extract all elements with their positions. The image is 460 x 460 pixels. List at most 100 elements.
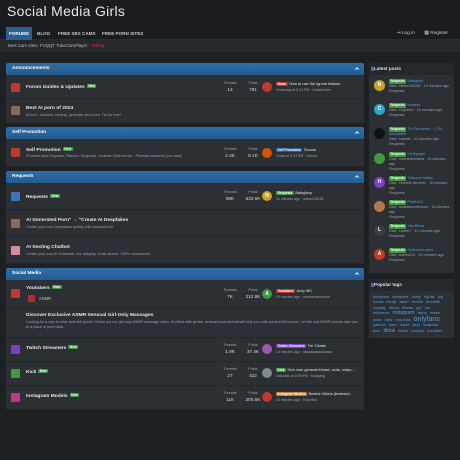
avatar[interactable] [374,128,385,140]
avatar[interactable]: H [374,176,385,188]
avatar[interactable]: L [374,225,385,237]
tag-link[interactable]: brunette [426,300,440,304]
tag-link[interactable]: nude [373,317,382,322]
tag-link[interactable]: youtuber [427,328,443,333]
node-title[interactable]: Youtubers New [26,285,62,291]
avatar[interactable] [262,368,272,378]
node-forum-guides[interactable]: Forum Guides & Updates New Threads 12 Pos… [6,75,364,99]
latest-post-item[interactable]: C Requests Izuliana User: Coyimha · 10 minu… [369,101,454,125]
node-title[interactable]: Twitch Streamers New [26,345,79,351]
avatar[interactable] [374,152,385,164]
tag-link[interactable]: onlyfans [413,315,440,323]
tag-link[interactable]: reddit [399,323,410,327]
node-instagram-models[interactable]: Instagram Models New Threads 11K Posts 20… [6,386,364,410]
node-kick[interactable]: Kick New Threads 27 Posts 422 Kick Kick.co… [6,362,364,386]
section-announcements[interactable]: Announcements [6,63,364,75]
tag-link[interactable]: snapchat [423,323,439,327]
latest-post-title[interactable]: Kit Nguyen [407,151,426,156]
avatar[interactable]: N [262,191,272,201]
tag-link[interactable]: teen [373,328,381,333]
last-post-title[interactable]: Instagram Models Beatriz Vitória (beatriz… [276,391,353,396]
node-title[interactable]: Forum Guides & Updates New [26,84,97,90]
latest-post-item[interactable]: Requests Kit Nguyen User: mamiedemalha · 1… [369,150,454,174]
latest-post-title[interactable]: Gulbonia Lopes [407,248,434,253]
tag-link[interactable]: twitch [398,328,408,333]
login-link[interactable]: ⇥ Log in [396,31,415,36]
tab-forums[interactable]: FORUMS [6,27,32,40]
node-requests[interactable]: Requests New Threads 99K Posts 632.6K N R… [6,183,364,210]
latest-post-title[interactable]: Vira Blista [407,224,424,229]
last-post-title[interactable]: News How to use the Ignore feature [276,81,341,86]
tag-link[interactable]: asian [399,300,409,304]
subforum-asmr[interactable]: ASMR [39,296,52,301]
latest-post-forum[interactable]: Requests [389,234,405,239]
last-post-title[interactable]: Youtubers Azzy MC [276,288,313,293]
node-asmr-promo[interactable]: Discover Exclusive ASMR Sensual Girl-Onl… [6,308,364,338]
tag-link[interactable]: latina [417,311,427,315]
latest-post-item[interactable]: H Requests Shannon bailey User: Hombre bevn… [369,174,454,198]
subnav-best-cam-sites[interactable]: Best Cam Sites [8,43,38,48]
last-post-title[interactable]: Self Promotion Socola [276,147,316,152]
node-ai-generated-porn[interactable]: AI Generated Porn" → "Create AI Deepfake… [6,210,364,237]
tag-link[interactable]: fansly [386,300,397,304]
last-post-title[interactable]: Requests Babyjinxy [276,190,312,195]
latest-post-forum[interactable]: Requests [389,258,405,263]
avatar[interactable] [262,148,272,158]
avatar[interactable]: A [262,289,272,299]
latest-post-item[interactable]: A Requests Gulbonia Lopes User: Azerty274 ·… [369,246,454,270]
tag-link[interactable]: big tits [423,294,435,299]
latest-post-item[interactable]: L Requests Vira Blista User: Lanfer7 · 12 m… [369,222,454,246]
tag-link[interactable]: big boobs [373,294,443,305]
subnav-fuqqt-tube[interactable]: FUQQT Tube [40,43,66,48]
tab-free-sex-cams[interactable]: FREE SEX CAMS [58,31,96,36]
tag-link[interactable]: model [429,311,441,315]
subnav-dating[interactable]: Dating [92,43,105,48]
tag-link[interactable]: only fans [395,317,411,322]
avatar[interactable] [262,82,272,92]
tag-link[interactable]: nsfw [384,317,393,322]
tag-link[interactable]: tiktok [383,327,396,334]
tag-link[interactable]: girl [416,305,422,310]
node-title[interactable]: Kick New [26,369,49,375]
latest-post-title[interactable]: Babyjinxy [407,79,424,83]
collapse-icon[interactable] [354,174,360,180]
tag-link[interactable]: blonde [411,300,423,304]
avatar[interactable]: N [374,80,385,91]
tab-free-porn-sites[interactable]: FREE PORN SITES [102,31,144,36]
tag-link[interactable]: influencer [373,311,390,315]
tag-link[interactable]: fitness [402,305,414,310]
latest-post-title[interactable]: Pinkfrw11 [407,199,424,204]
node-self-promotion[interactable]: Self Promotion New Promote your Onlyfans,… [6,139,364,167]
tag-link[interactable]: porn [388,323,397,327]
avatar[interactable] [262,344,272,354]
latest-post-forum[interactable]: Requests [389,214,405,219]
tag-link[interactable]: busty [411,294,421,299]
site-logo[interactable]: Social Media Girls [7,3,126,19]
latest-post-title[interactable]: Izuliana [407,103,421,108]
subnav-camplayer[interactable]: CamPlayer [66,43,88,48]
latest-post-forum[interactable]: Requests [389,166,405,171]
tag-link[interactable]: youtube [410,328,425,333]
section-self-promotion[interactable]: Self Promotion [6,127,364,139]
avatar[interactable]: A [374,249,385,261]
section-requests[interactable]: Requests [6,171,364,183]
node-ai-sexting-chatbot[interactable]: AI Sexting Chatbot Create your own AI So… [6,237,364,264]
tag-link[interactable]: sexy [412,323,420,327]
register-link[interactable]: ▦ Register [424,31,448,36]
avatar[interactable] [374,200,385,212]
latest-post-forum[interactable]: Requests [389,190,405,195]
last-post-title[interactable]: Kick Kick.com general thread, vods, snips… [276,367,356,372]
latest-post-title[interactable]: Shannon bailey [407,175,433,180]
tag-link[interactable]: #onlyfans [392,294,409,299]
tab-blog[interactable]: BLOG [37,31,51,36]
node-twitch-streamers[interactable]: Twitch Streamers New Threads 1.9K Posts 3… [6,338,364,362]
tag-link[interactable]: #onlyfans [373,294,390,299]
latest-post-item[interactable]: Requests Tiv Enchantét ☆ | Tiv enchanted U… [369,125,454,149]
latest-post-item[interactable]: N Requests Babyjinxy User: name236236 · 10 … [369,77,454,101]
section-social-media[interactable]: Social Media [6,268,364,280]
tag-link[interactable]: hot [424,305,430,310]
node-title[interactable]: Instagram Models New [26,393,80,399]
latest-post-item[interactable]: Requests Pinkfrw11 User: lanadiazpoferman … [369,198,454,222]
last-post-title[interactable]: Twitch Streamers Fer Okabe [276,343,327,348]
tag-link[interactable]: patreon [373,323,386,327]
